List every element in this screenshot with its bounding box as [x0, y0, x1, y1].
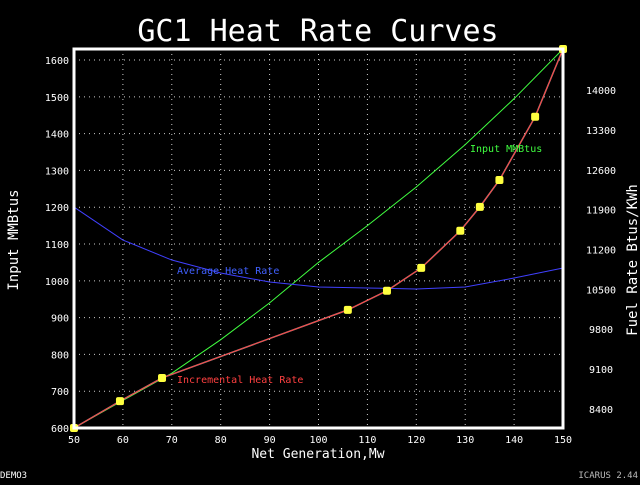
- y2-tick-label: 14000: [586, 86, 616, 97]
- x-axis-label: Net Generation,Mw: [251, 447, 384, 462]
- series-group: [70, 45, 567, 432]
- y-tick-label: 1600: [45, 56, 69, 67]
- y-tick-label: 900: [51, 314, 69, 325]
- x-tick-label: 70: [166, 435, 178, 446]
- series-line-average-heat-rate: [73, 206, 564, 290]
- x-tick-label: 140: [505, 435, 523, 446]
- y-tick-label: 800: [51, 350, 69, 361]
- y-tick-label: 1100: [45, 240, 69, 251]
- y2-tick-label: 9800: [589, 325, 613, 336]
- data-point-marker: [495, 175, 504, 184]
- data-point-marker: [531, 112, 540, 121]
- x-tick-label: 110: [358, 435, 376, 446]
- y2-axis-label: Fuel Rate Btus/KWh: [625, 184, 640, 336]
- footer-left: DEMO3: [0, 471, 27, 481]
- y2-tick-label: 13300: [586, 126, 616, 137]
- data-point-marker: [475, 202, 484, 211]
- data-point-marker: [417, 263, 426, 272]
- y-tick-label: 700: [51, 387, 69, 398]
- footer-right: ICARUS 2.44: [578, 471, 638, 481]
- y-tick-label: 600: [51, 424, 69, 435]
- tick-labels: 50 60 70 80 90 100 110 120 130 140 150 600 700 800 900…: [45, 56, 616, 446]
- x-tick-label: 80: [215, 435, 227, 446]
- incremental-heat-rate-underline: [73, 48, 564, 429]
- y-tick-label: 1500: [45, 93, 69, 104]
- y-tick-label: 1000: [45, 277, 69, 288]
- x-tick-label: 150: [554, 435, 572, 446]
- series-line-input-mmbtus: [73, 48, 564, 429]
- data-point-marker: [382, 286, 391, 295]
- y2-tick-label: 11200: [586, 245, 616, 256]
- series-line-incremental-heat-rate: [73, 48, 564, 429]
- y2-tick-label: 11900: [586, 206, 616, 217]
- x-tick-label: 100: [309, 435, 327, 446]
- label-input-mmbtus: Input MMBtus: [470, 144, 542, 155]
- chart-title: GC1 Heat Rate Curves: [137, 14, 498, 49]
- x-tick-label: 130: [456, 435, 474, 446]
- x-tick-label: 50: [68, 435, 80, 446]
- plot-frame: [72, 47, 565, 430]
- y2-tick-label: 10500: [586, 285, 616, 296]
- y2-tick-label: 9100: [589, 365, 613, 376]
- data-point-marker: [343, 305, 352, 314]
- y2-tick-label: 12600: [586, 166, 616, 177]
- data-point-marker: [158, 373, 167, 382]
- x-tick-label: 120: [407, 435, 425, 446]
- y-tick-label: 1400: [45, 130, 69, 141]
- y-axis-label: Input MMBtus: [6, 189, 22, 290]
- grid: [74, 49, 563, 428]
- x-tick-label: 90: [264, 435, 276, 446]
- label-incremental-heat-rate: Incremental Heat Rate: [177, 375, 303, 386]
- data-point-marker: [456, 226, 465, 235]
- label-average-heat-rate: Average Heat Rate: [177, 266, 279, 277]
- y2-tick-label: 8400: [589, 405, 613, 416]
- y-tick-label: 1200: [45, 203, 69, 214]
- data-point-marker: [115, 397, 124, 406]
- y-tick-label: 1300: [45, 166, 69, 177]
- x-tick-label: 60: [117, 435, 129, 446]
